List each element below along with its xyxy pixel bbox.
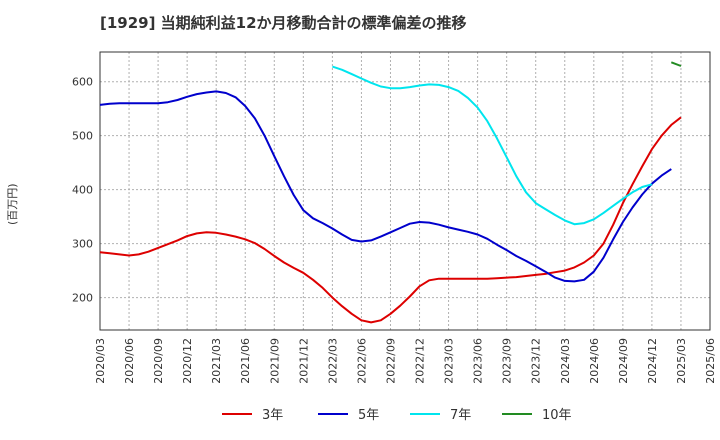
x-tick-label: 2022/09 bbox=[384, 338, 397, 384]
series-line-10年 bbox=[670, 61, 682, 67]
legend-label: 3年 bbox=[262, 408, 283, 423]
y-tick-label: 600 bbox=[72, 76, 93, 89]
x-tick-label: 2022/12 bbox=[414, 338, 427, 384]
series-line-7年 bbox=[332, 65, 653, 226]
x-tick-label: 2022/03 bbox=[326, 338, 339, 384]
x-tick-label: 2023/03 bbox=[443, 338, 456, 384]
y-tick-label: 400 bbox=[72, 184, 93, 197]
x-tick-label: 2024/12 bbox=[646, 338, 659, 384]
x-tick-label: 2021/03 bbox=[210, 338, 223, 384]
x-tick-labels: 2020/03 2020/06 2020/09 2020/12 2021/03 2021/… bbox=[94, 338, 717, 384]
chart-title: [1929] 当期純利益12か月移動合計の標準偏差の推移 bbox=[100, 14, 467, 32]
x-tick-label: 2023/09 bbox=[501, 338, 514, 384]
x-tick-label: 2024/09 bbox=[617, 338, 630, 384]
x-tick-label: 2025/06 bbox=[704, 338, 717, 384]
x-tick-label: 2025/03 bbox=[675, 338, 688, 384]
series-line-5年 bbox=[99, 90, 672, 283]
x-tick-label: 2024/06 bbox=[588, 338, 601, 384]
x-tick-label: 2021/12 bbox=[297, 338, 310, 384]
y-tick-label: 300 bbox=[72, 238, 93, 251]
x-tick-label: 2022/06 bbox=[355, 338, 368, 384]
x-tick-label: 2023/06 bbox=[472, 338, 485, 384]
x-tick-label: 2021/06 bbox=[239, 338, 252, 384]
x-tick-label: 2020/09 bbox=[152, 338, 165, 384]
x-tick-label: 2024/03 bbox=[559, 338, 572, 384]
x-tick-label: 2021/09 bbox=[268, 338, 281, 384]
legend-label: 10年 bbox=[542, 408, 572, 423]
legend-label: 5年 bbox=[358, 408, 379, 423]
x-tick-label: 2020/03 bbox=[94, 338, 107, 384]
plot-frame bbox=[99, 51, 711, 331]
x-tick-label: 2020/12 bbox=[181, 338, 194, 384]
grid-layer bbox=[99, 52, 711, 330]
legend-label: 7年 bbox=[450, 408, 471, 423]
y-tick-label: 200 bbox=[72, 292, 93, 305]
series-layer bbox=[99, 61, 682, 324]
x-tick-label: 2023/12 bbox=[530, 338, 543, 384]
y-tick-labels: 200 300 400 500 600 bbox=[72, 76, 93, 305]
legend: 3年 5年 7年 10年 bbox=[222, 408, 572, 423]
y-tick-label: 500 bbox=[72, 130, 93, 143]
x-tick-label: 2020/06 bbox=[123, 338, 136, 384]
series-line-3年 bbox=[99, 116, 682, 324]
